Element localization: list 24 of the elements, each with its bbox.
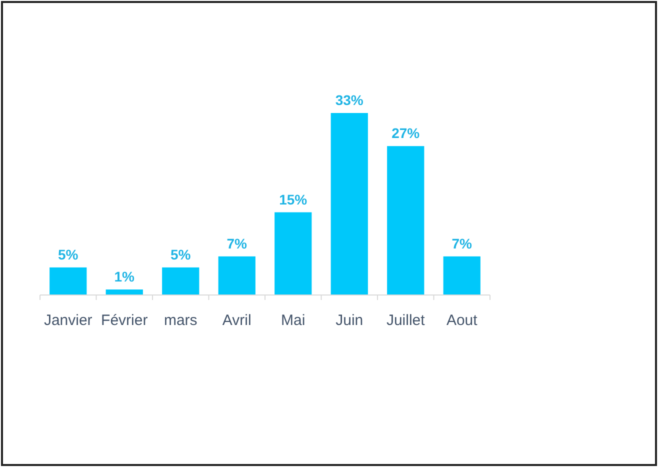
data-label: 7% [226,235,248,252]
bar [218,256,256,295]
bar [106,289,143,295]
bar [387,146,424,295]
bar [50,267,87,295]
x-tick-label: Juin [336,312,364,329]
x-tick-label: Février [101,312,148,329]
bar [162,267,200,295]
bar [330,113,368,295]
data-label: 15% [279,191,308,208]
x-tick-label: Avril [222,312,252,329]
data-label: 33% [335,92,364,108]
data-label: 5% [58,246,79,262]
data-label: 7% [452,235,473,252]
x-tick-label: Mai [281,312,306,329]
data-label: 1% [114,268,136,284]
bar [274,212,312,295]
x-tick-label: Janvier [44,312,92,329]
bar [443,256,480,295]
x-tick-label: Juillet [386,312,426,329]
data-label: 5% [170,246,192,262]
x-tick-label: Aout [446,312,478,329]
x-tick-label: mars [164,312,198,329]
data-label: 27% [392,125,420,142]
